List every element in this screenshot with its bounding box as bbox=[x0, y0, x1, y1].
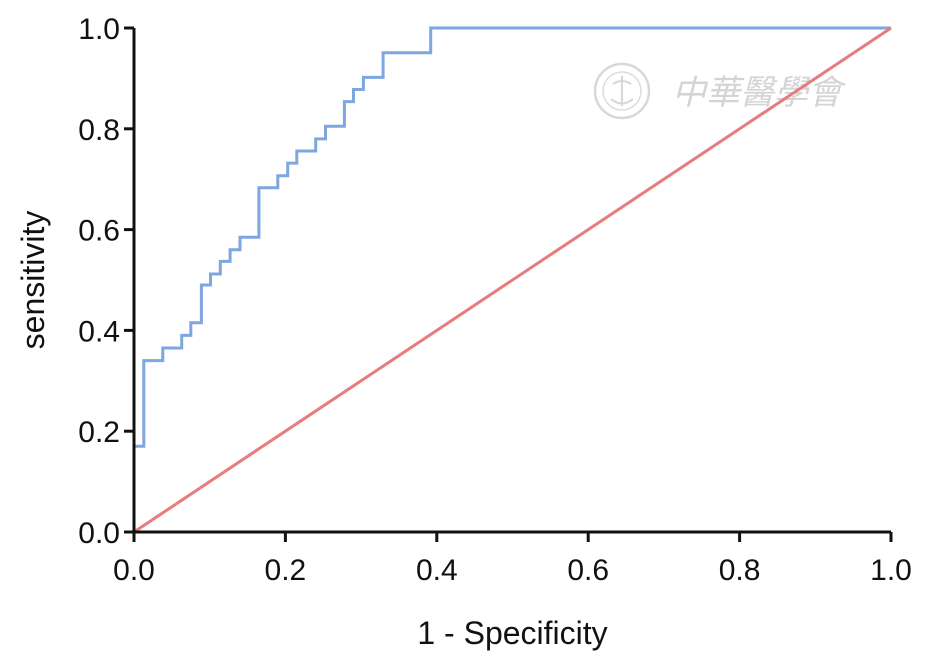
x-tick-label: 0.8 bbox=[719, 554, 761, 587]
series-line-1 bbox=[132, 26, 891, 532]
society-seal-icon bbox=[593, 62, 651, 120]
x-tick-label: 0.4 bbox=[416, 554, 458, 587]
x-tick-label: 0.2 bbox=[265, 554, 307, 587]
series-line-2 bbox=[133, 26, 892, 534]
watermark: 中華醫學會 bbox=[593, 62, 847, 120]
y-tick-label: 0.6 bbox=[78, 215, 120, 248]
series-layer bbox=[132, 26, 892, 534]
y-tick-label: 0.4 bbox=[78, 315, 120, 348]
y-tick-label: 1.0 bbox=[78, 13, 120, 46]
watermark-text: 中華醫學會 bbox=[672, 73, 847, 113]
x-tick-label: 1.0 bbox=[870, 554, 912, 587]
x-axis-title: 1 - Specificity bbox=[417, 615, 607, 651]
x-tick-label: 0.0 bbox=[113, 554, 155, 587]
y-tick-label: 0.0 bbox=[78, 517, 120, 550]
axes: 0.0 0.2 0.4 0.6 0.8 1.0 0.0 0.2 0.4 0.6 0.8 1.0 1 - … bbox=[15, 13, 912, 651]
y-axis-title: sensitivity bbox=[15, 211, 51, 350]
y-tick-label: 0.2 bbox=[78, 416, 120, 449]
y-tick-label: 0.8 bbox=[78, 114, 120, 147]
x-tick-label: 0.6 bbox=[567, 554, 609, 587]
